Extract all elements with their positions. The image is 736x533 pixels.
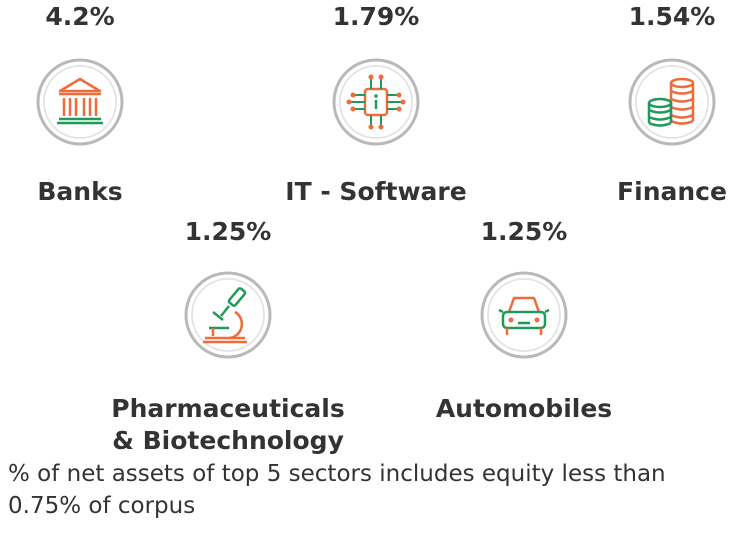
sector-label-line: & Biotechnology [112,426,344,455]
sector-label: Automobiles [404,393,644,425]
footnote: % of net assets of top 5 sectors include… [8,461,666,519]
sector-label: Finance [552,176,736,208]
sector-percentage: 1.79% [332,2,420,31]
sector-label: Banks [0,176,200,208]
sector-label-line: IT - Software [285,177,467,206]
sector-percentage: 1.25% [184,217,272,246]
sector-label-line: Automobiles [435,394,613,423]
car-icon [479,270,569,360]
microscope-icon [183,270,273,360]
sector-percentage: 4.2% [45,2,115,31]
bank-icon [35,57,125,147]
chip-icon [331,57,421,147]
sector-automobiles: 1.25% Automobiles [404,215,644,455]
sector-finance: 1.54% Finance [552,0,736,220]
sector-percentage: 1.25% [480,217,568,246]
sector-label: Pharmaceuticals & Biotechnology [108,393,348,457]
sector-label-line: Finance [617,177,727,206]
coins-icon [627,57,717,147]
sector-it-software: 1.79% [256,0,496,220]
sector-label: IT - Software [256,176,496,208]
sector-banks: 4.2% Banks [0,0,200,220]
sector-percentage: 1.54% [628,2,716,31]
sector-label-line: Banks [37,177,123,206]
sector-pharmaceuticals-biotechnology: 1.25% Pharmaceuticals & Biotechnology [108,215,348,455]
sector-label-line: Pharmaceuticals [111,394,345,423]
